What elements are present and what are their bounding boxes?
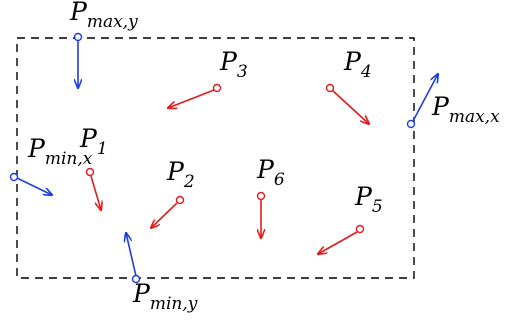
pminy-vector-arrow xyxy=(126,233,137,277)
point-p4: P4 xyxy=(325,47,372,124)
p5-label: P5 xyxy=(354,182,383,217)
point-p6: P6 xyxy=(256,155,285,238)
pmaxx-marker xyxy=(406,119,416,129)
point-pminy: Pmin,y xyxy=(126,233,198,314)
pmaxx-label: Pmax,x xyxy=(431,92,500,127)
p1-marker xyxy=(85,167,95,177)
p3-marker xyxy=(212,83,222,93)
pminx-label: Pmin,x xyxy=(27,134,93,169)
p2-vector-arrow xyxy=(151,202,178,228)
pmaxx-vector-arrow xyxy=(412,74,438,122)
point-p2: P2 xyxy=(151,157,195,228)
point-p1: P1 xyxy=(79,124,108,210)
pminx-marker xyxy=(9,172,19,182)
point-p5: P5 xyxy=(318,182,383,254)
pmaxy-marker xyxy=(73,32,83,42)
p3-label: P3 xyxy=(219,47,248,82)
pminx-vector-arrow xyxy=(16,177,52,195)
p6-label: P6 xyxy=(256,155,285,190)
pminy-marker xyxy=(131,274,141,284)
pminy-label: Pmin,y xyxy=(132,279,198,314)
point-pmaxx: Pmax,x xyxy=(406,74,500,129)
p5-vector-arrow xyxy=(318,231,358,254)
p5-marker xyxy=(355,224,365,234)
p2-marker xyxy=(175,195,185,205)
p1-vector-arrow xyxy=(90,175,101,210)
p6-marker xyxy=(256,191,266,201)
p4-marker xyxy=(325,83,335,93)
bounding-box xyxy=(16,37,415,279)
p4-label: P4 xyxy=(343,47,372,82)
pmaxy-label: Pmax,y xyxy=(69,0,138,32)
point-pminx: Pmin,x xyxy=(9,134,93,195)
point-p3: P3 xyxy=(168,47,248,108)
p4-vector-arrow xyxy=(331,89,369,124)
p1-label: P1 xyxy=(79,124,108,159)
p2-label: P2 xyxy=(166,157,195,192)
point-pmaxy: Pmax,y xyxy=(69,0,138,88)
p3-vector-arrow xyxy=(168,89,215,108)
